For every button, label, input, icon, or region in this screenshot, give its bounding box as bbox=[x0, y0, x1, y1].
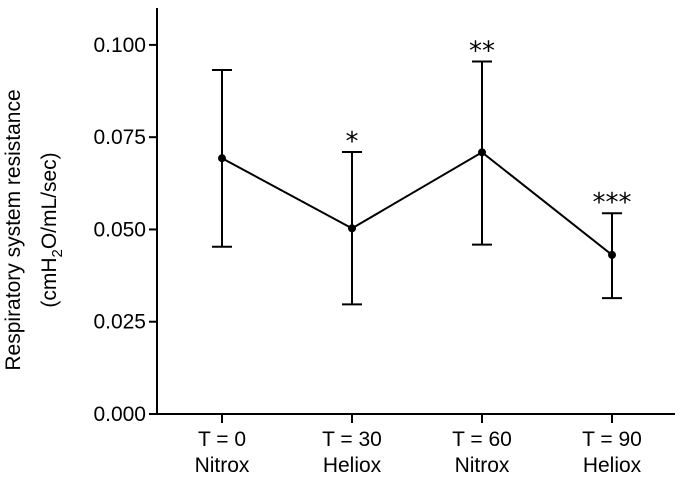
data-point bbox=[348, 224, 356, 233]
data-point bbox=[218, 154, 226, 163]
x-tick-label-time: T = 90 bbox=[582, 428, 642, 451]
x-tick-label: T = 0 Nitrox bbox=[195, 428, 250, 477]
x-tick-label-gas: Heliox bbox=[583, 454, 642, 477]
x-tick-label: T = 30 Heliox bbox=[322, 428, 382, 477]
y-tick-label: 0.100 bbox=[93, 34, 146, 57]
x-tick-label-time: T = 30 bbox=[322, 428, 382, 451]
x-tick-label-gas: Nitrox bbox=[195, 454, 250, 477]
y-axis-unit-suffix: O/mL/sec) bbox=[38, 152, 61, 249]
y-axis-unit-prefix: (cmH bbox=[38, 258, 61, 308]
x-tick-label: T = 90 Heliox bbox=[582, 428, 642, 477]
y-tick-label: 0.025 bbox=[93, 311, 146, 334]
x-tick-label-time: T = 60 bbox=[452, 428, 512, 451]
y-tick-label: 0.075 bbox=[93, 126, 146, 149]
y-tick-label: 0.000 bbox=[93, 403, 146, 426]
significance-marker: ** bbox=[469, 37, 495, 67]
plot-marks: ****** bbox=[212, 37, 632, 306]
y-axis-label-line1: Respiratory system resistance bbox=[2, 89, 25, 370]
x-tick-label-gas: Heliox bbox=[323, 454, 382, 477]
y-axis-label: Respiratory system resistance (cmH2O/mL/… bbox=[2, 89, 66, 370]
y-tick-label: 0.050 bbox=[93, 218, 146, 241]
significance-marker: *** bbox=[593, 188, 632, 218]
x-tick-label-time: T = 0 bbox=[198, 428, 246, 451]
y-axis-unit-subscript: 2 bbox=[49, 249, 66, 257]
significance-marker: * bbox=[346, 127, 359, 157]
x-tick-label: T = 60 Nitrox bbox=[452, 428, 512, 477]
x-tick-label-gas: Nitrox bbox=[455, 454, 510, 477]
data-point bbox=[608, 250, 616, 259]
data-point bbox=[478, 148, 486, 157]
series-line bbox=[221, 151, 613, 256]
y-axis-label-line2: (cmH2O/mL/sec) bbox=[38, 152, 66, 307]
